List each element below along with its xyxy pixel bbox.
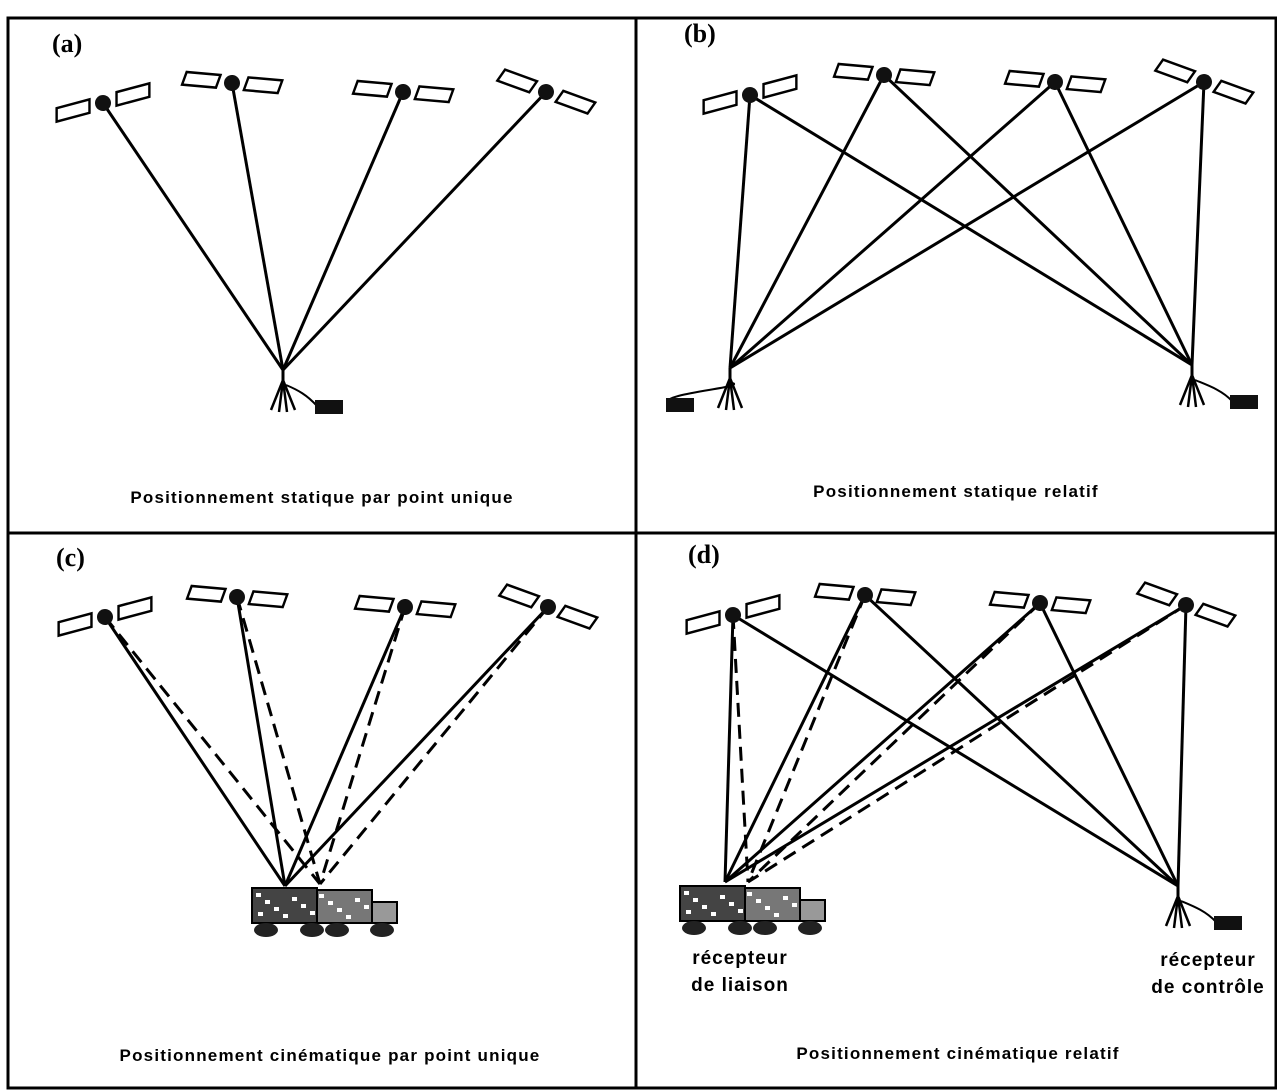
wheel [753,921,777,935]
receiver-label: récepteur [692,948,788,969]
solar-panel [417,601,455,617]
solar-panel [1052,597,1090,613]
solar-panel [877,589,915,605]
panel-label: (a) [52,29,82,58]
texture [783,896,788,900]
texture [765,906,770,910]
truck-cab [372,902,397,923]
texture [774,913,779,917]
wheel [300,923,324,937]
background [0,0,1277,1091]
panel-label: (b) [684,19,716,48]
texture [337,908,342,912]
solar-panel [182,72,220,88]
solar-panel [249,591,287,607]
truck-body [317,890,372,923]
controller [666,398,694,412]
wheel [325,923,349,937]
solar-panel [244,77,282,93]
texture [258,912,263,916]
texture [355,898,360,902]
texture [693,898,698,902]
texture [292,897,297,901]
texture [729,902,734,906]
panel-label: (c) [56,543,85,572]
panel-caption: Positionnement statique relatif [813,482,1099,501]
solar-panel [990,592,1028,608]
controller [315,400,343,414]
texture [747,892,752,896]
texture [265,900,270,904]
texture [283,914,288,918]
wheel [254,923,278,937]
panel-caption: Positionnement cinématique relatif [796,1044,1119,1063]
truck-body [745,888,800,921]
panel-label: (d) [688,540,720,569]
texture [792,903,797,907]
solar-panel [1067,76,1105,92]
receiver-label: de liaison [691,975,789,996]
solar-panel [355,596,393,612]
figure: (a) (b) (c) (d) Positionnement statique … [0,0,1277,1091]
texture [301,904,306,908]
texture [274,907,279,911]
solar-panel [353,81,391,97]
texture [738,909,743,913]
panel-caption: Positionnement cinématique par point uni… [120,1046,541,1065]
wheel [798,921,822,935]
receiver-label: récepteur [1160,950,1256,971]
controller [1230,395,1258,409]
texture [319,894,324,898]
texture [720,895,725,899]
texture [756,899,761,903]
texture [364,905,369,909]
wheel [682,921,706,935]
texture [256,893,261,897]
controller [1214,916,1242,930]
texture [310,911,315,915]
texture [684,891,689,895]
texture [711,912,716,916]
panel-caption: Positionnement statique par point unique [130,488,513,507]
wheel [728,921,752,935]
wheel [370,923,394,937]
receiver-label: de contrôle [1151,977,1264,998]
solar-panel [815,584,853,600]
texture [328,901,333,905]
solar-panel [834,64,872,80]
solar-panel [1005,71,1043,87]
solar-panel [896,69,934,85]
solar-panel [415,86,453,102]
solar-panel [187,586,225,602]
truck-cab [800,900,825,921]
texture [346,915,351,919]
texture [686,910,691,914]
texture [702,905,707,909]
